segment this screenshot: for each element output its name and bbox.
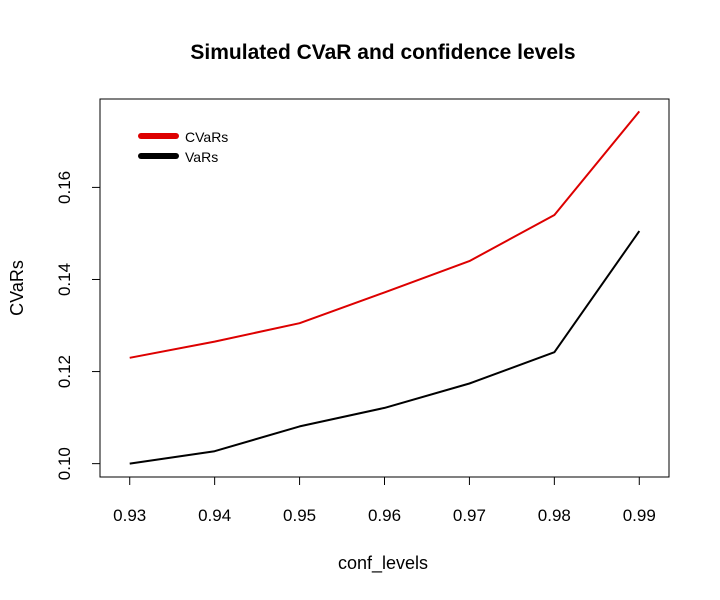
series-line-cvars — [129, 110, 641, 359]
x-tick-label: 0.97 — [453, 506, 486, 525]
x-tick-label: 0.94 — [198, 506, 231, 525]
legend-label-vars: VaRs — [185, 149, 218, 165]
x-tick-label: 0.98 — [538, 506, 571, 525]
x-tick-label: 0.93 — [113, 506, 146, 525]
x-tick-label: 0.96 — [368, 506, 401, 525]
series-lines — [129, 110, 641, 465]
y-tick-label: 0.16 — [55, 171, 74, 204]
x-tick-label: 0.99 — [623, 506, 656, 525]
y-axis-label: CVaRs — [7, 260, 27, 316]
y-tick-label: 0.12 — [55, 355, 74, 388]
x-axis: 0.93 0.94 0.95 0.96 0.97 0.98 0.99 — [113, 476, 656, 525]
chart-title: Simulated CVaR and confidence levels — [190, 41, 575, 64]
legend-label-cvars: CVaRs — [185, 129, 228, 145]
x-tick-label: 0.95 — [283, 506, 316, 525]
x-axis-label: conf_levels — [338, 553, 428, 574]
legend: CVaRs VaRs — [138, 129, 228, 165]
series-line-vars — [129, 230, 641, 465]
y-tick-label: 0.14 — [55, 263, 74, 296]
y-tick-label: 0.10 — [55, 447, 74, 480]
y-axis: 0.10 0.12 0.14 0.16 — [55, 171, 101, 480]
